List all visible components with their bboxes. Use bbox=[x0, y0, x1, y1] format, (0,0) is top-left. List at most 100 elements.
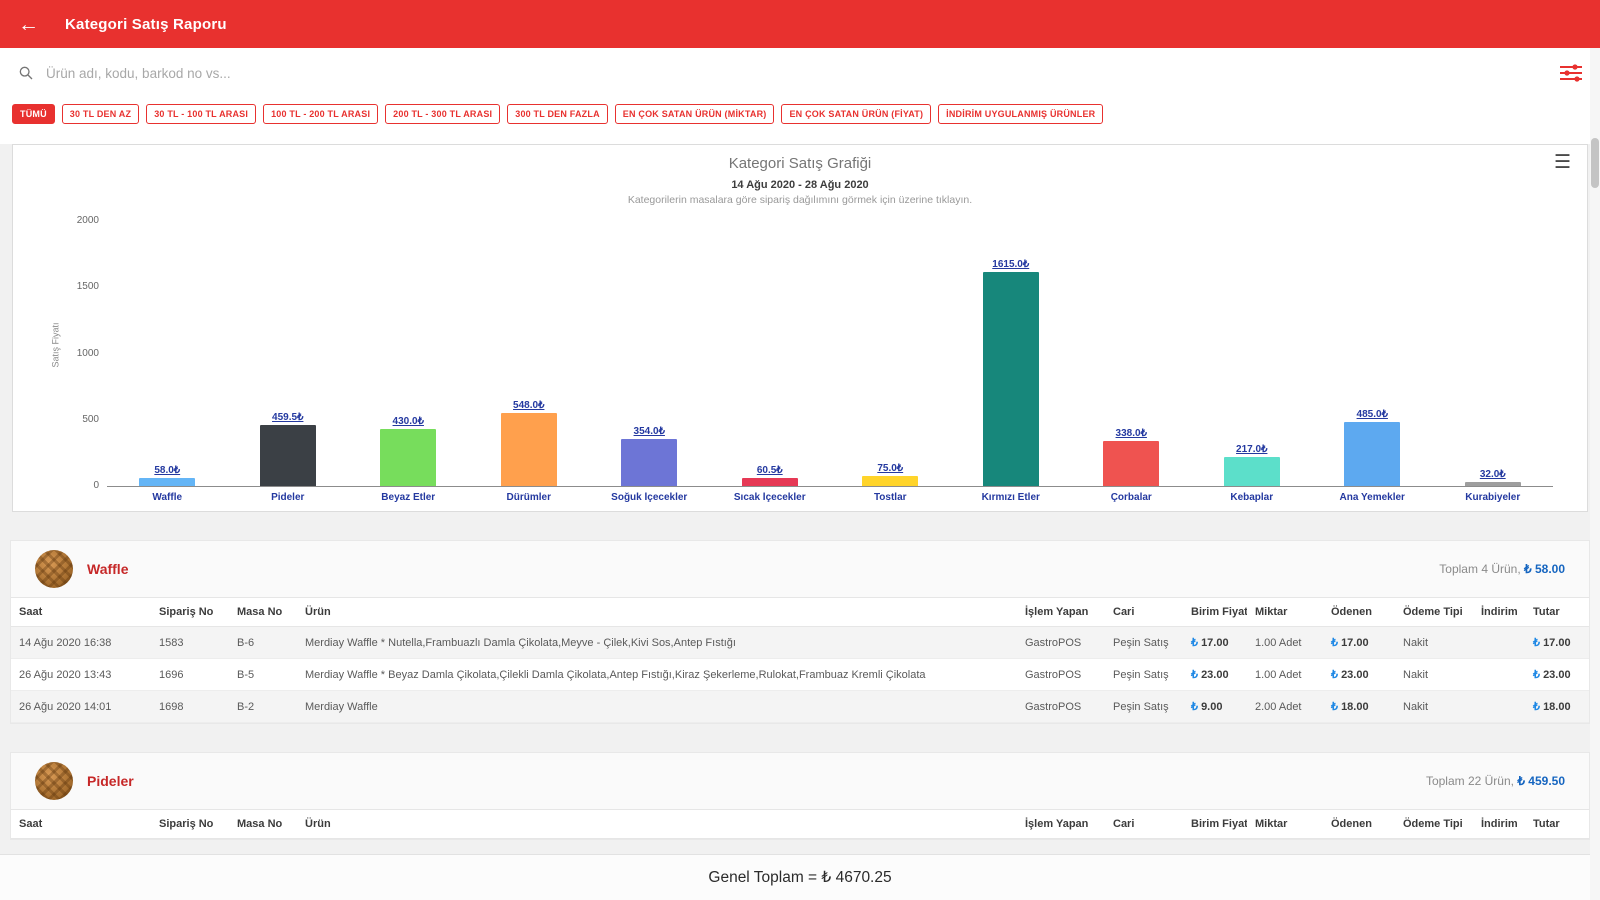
bar[interactable] bbox=[621, 439, 678, 486]
bar[interactable] bbox=[1223, 457, 1280, 486]
money-value: 17.00 bbox=[1543, 637, 1571, 649]
bar-value-label: 459.5₺ bbox=[272, 412, 304, 424]
table-cell: Peşin Satış bbox=[1105, 658, 1183, 691]
filter-chip[interactable]: 300 TL DEN FAZLA bbox=[507, 104, 608, 124]
bar[interactable] bbox=[380, 429, 437, 486]
bar-value-label: 60.5₺ bbox=[756, 464, 783, 476]
bar-value-label: 548.0₺ bbox=[513, 400, 545, 412]
table-cell: Peşin Satış bbox=[1105, 690, 1183, 723]
table-cell: GastroPOS bbox=[1017, 658, 1105, 691]
bar-plot: 0 500 1000 1500 2000 58.0₺ 459.5₺ 430.0₺ 548.0₺ 3… bbox=[77, 215, 1554, 491]
column-header: Cari bbox=[1105, 809, 1183, 839]
lira-symbol: ₺ bbox=[1533, 701, 1544, 713]
app-bar: ← Kategori Satış Raporu bbox=[0, 0, 1600, 48]
bar-column[interactable]: 60.5₺ bbox=[710, 222, 831, 486]
bar-column[interactable]: 75.0₺ bbox=[830, 222, 951, 486]
lira-symbol: ₺ bbox=[1331, 701, 1342, 713]
column-header: Miktar bbox=[1247, 597, 1323, 627]
x-axis-label: Sıcak İçecekler bbox=[733, 492, 806, 503]
bar[interactable] bbox=[1344, 421, 1401, 486]
bar[interactable] bbox=[862, 476, 919, 486]
x-axis-labels: Waffle Pideler Beyaz Etler Dürümler Soğuk İç… bbox=[107, 492, 1553, 503]
category-table: Saat Sipariş No Masa No Ürün İşlem Yapan Cari… bbox=[11, 809, 1589, 839]
money-value: 9.00 bbox=[1201, 701, 1223, 713]
table-row[interactable]: 14 Ağu 2020 16:38 1583 B-6 Merdiay Waffle *… bbox=[11, 626, 1589, 659]
filter-sliders-icon[interactable] bbox=[1560, 64, 1582, 82]
bar[interactable] bbox=[1464, 481, 1521, 486]
table-cell: ₺ 18.00 bbox=[1323, 690, 1395, 723]
table-cell: 26 Ağu 2020 13:43 bbox=[11, 658, 151, 691]
filter-chip[interactable]: İNDİRİM UYGULANMIŞ ÜRÜNLER bbox=[938, 104, 1104, 124]
y-axis-tick: 500 bbox=[82, 413, 99, 425]
x-axis-label: Çorbalar bbox=[1110, 492, 1152, 503]
chart-title: Kategori Satış Grafiği bbox=[728, 155, 872, 172]
table-cell: ₺ 17.00 bbox=[1323, 626, 1395, 659]
table-cell: ₺ 17.00 bbox=[1525, 626, 1589, 659]
table-cell: ₺ 23.00 bbox=[1183, 658, 1247, 691]
scrollbar-track[interactable] bbox=[1590, 48, 1600, 900]
scrollbar-thumb[interactable] bbox=[1591, 138, 1599, 188]
filter-chip[interactable]: 200 TL - 300 TL ARASI bbox=[385, 104, 501, 124]
bar-value-label: 430.0₺ bbox=[392, 416, 424, 428]
page-title: Kategori Satış Raporu bbox=[65, 15, 227, 33]
bar[interactable] bbox=[500, 413, 557, 486]
bar-column[interactable]: 1615.0₺ bbox=[951, 222, 1072, 486]
bar-column[interactable]: 217.0₺ bbox=[1192, 222, 1313, 486]
x-axis-label: Dürümler bbox=[506, 492, 551, 503]
category-sections: Waffle Toplam 4 Ürün, ₺ 58.00 Saat Sipari… bbox=[0, 540, 1600, 840]
lira-symbol: ₺ bbox=[1191, 669, 1202, 681]
bar[interactable] bbox=[741, 477, 798, 486]
table-cell: B-5 bbox=[229, 658, 297, 691]
table-cell: Merdiay Waffle bbox=[297, 690, 1017, 723]
column-header: Ürün bbox=[297, 809, 1017, 839]
category-section: Waffle Toplam 4 Ürün, ₺ 58.00 Saat Sipari… bbox=[10, 540, 1590, 724]
bar-value-label: 354.0₺ bbox=[633, 426, 665, 438]
search-icon bbox=[18, 65, 34, 81]
table-cell bbox=[1473, 690, 1525, 723]
column-header: Tutar bbox=[1525, 597, 1589, 627]
column-header: Sipariş No bbox=[151, 809, 229, 839]
bar-column[interactable]: 485.0₺ bbox=[1312, 222, 1433, 486]
filter-chip[interactable]: 30 TL - 100 TL ARASI bbox=[146, 104, 257, 124]
filter-chip[interactable]: EN ÇOK SATAN ÜRÜN (FİYAT) bbox=[781, 104, 932, 124]
bar[interactable] bbox=[1103, 441, 1160, 486]
table-row[interactable]: 26 Ağu 2020 13:43 1696 B-5 Merdiay Waffle *… bbox=[11, 658, 1589, 691]
filter-chip[interactable]: TÜMÜ bbox=[12, 104, 55, 124]
bar[interactable] bbox=[982, 272, 1039, 486]
lira-symbol: ₺ bbox=[1331, 637, 1342, 649]
y-axis-title: Satış Fiyatı bbox=[50, 322, 61, 368]
x-axis-label: Tostlar bbox=[873, 492, 907, 503]
y-axis-tick: 0 bbox=[93, 480, 99, 491]
bar[interactable] bbox=[139, 478, 196, 486]
search-input[interactable] bbox=[46, 65, 1548, 81]
bar-column[interactable]: 338.0₺ bbox=[1071, 222, 1192, 486]
bar-value-label: 32.0₺ bbox=[1479, 468, 1506, 480]
table-cell: 1583 bbox=[151, 626, 229, 659]
column-header: Ürün bbox=[297, 597, 1017, 627]
filter-chip[interactable]: 30 TL DEN AZ bbox=[61, 104, 140, 124]
table-cell: Nakit bbox=[1395, 690, 1473, 723]
column-header: Saat bbox=[11, 809, 151, 839]
y-axis-tick: 2000 bbox=[76, 215, 99, 226]
table-cell: Peşin Satış bbox=[1105, 626, 1183, 659]
bar-column[interactable]: 32.0₺ bbox=[1433, 222, 1554, 486]
bar-column[interactable]: 58.0₺ bbox=[107, 222, 228, 486]
table-cell bbox=[1473, 626, 1525, 659]
chart-menu-icon[interactable]: ☰ bbox=[1553, 152, 1571, 173]
lira-symbol: ₺ bbox=[1533, 637, 1544, 649]
bar-column[interactable]: 548.0₺ bbox=[469, 222, 590, 486]
bar-column[interactable]: 459.5₺ bbox=[228, 222, 349, 486]
chart-note: Kategorilerin masalara göre sipariş dağı… bbox=[627, 194, 973, 206]
bar-column[interactable]: 430.0₺ bbox=[348, 222, 469, 486]
bar-column[interactable]: 354.0₺ bbox=[589, 222, 710, 486]
lira-symbol: ₺ bbox=[1533, 669, 1544, 681]
bar[interactable] bbox=[259, 425, 316, 486]
table-cell: Merdiay Waffle * Beyaz Damla Çikolata,Çi… bbox=[297, 658, 1017, 691]
column-header: İşlem Yapan bbox=[1017, 809, 1105, 839]
filter-chip[interactable]: EN ÇOK SATAN ÜRÜN (MİKTAR) bbox=[614, 104, 775, 124]
filter-chip[interactable]: 100 TL - 200 TL ARASI bbox=[263, 104, 379, 124]
bar-value-label: 338.0₺ bbox=[1115, 428, 1147, 440]
bar-value-label: 1615.0₺ bbox=[992, 259, 1030, 271]
table-row[interactable]: 26 Ağu 2020 14:01 1698 B-2 Merdiay Waffle Ga… bbox=[11, 690, 1589, 723]
back-arrow-icon[interactable]: ← bbox=[18, 12, 39, 36]
